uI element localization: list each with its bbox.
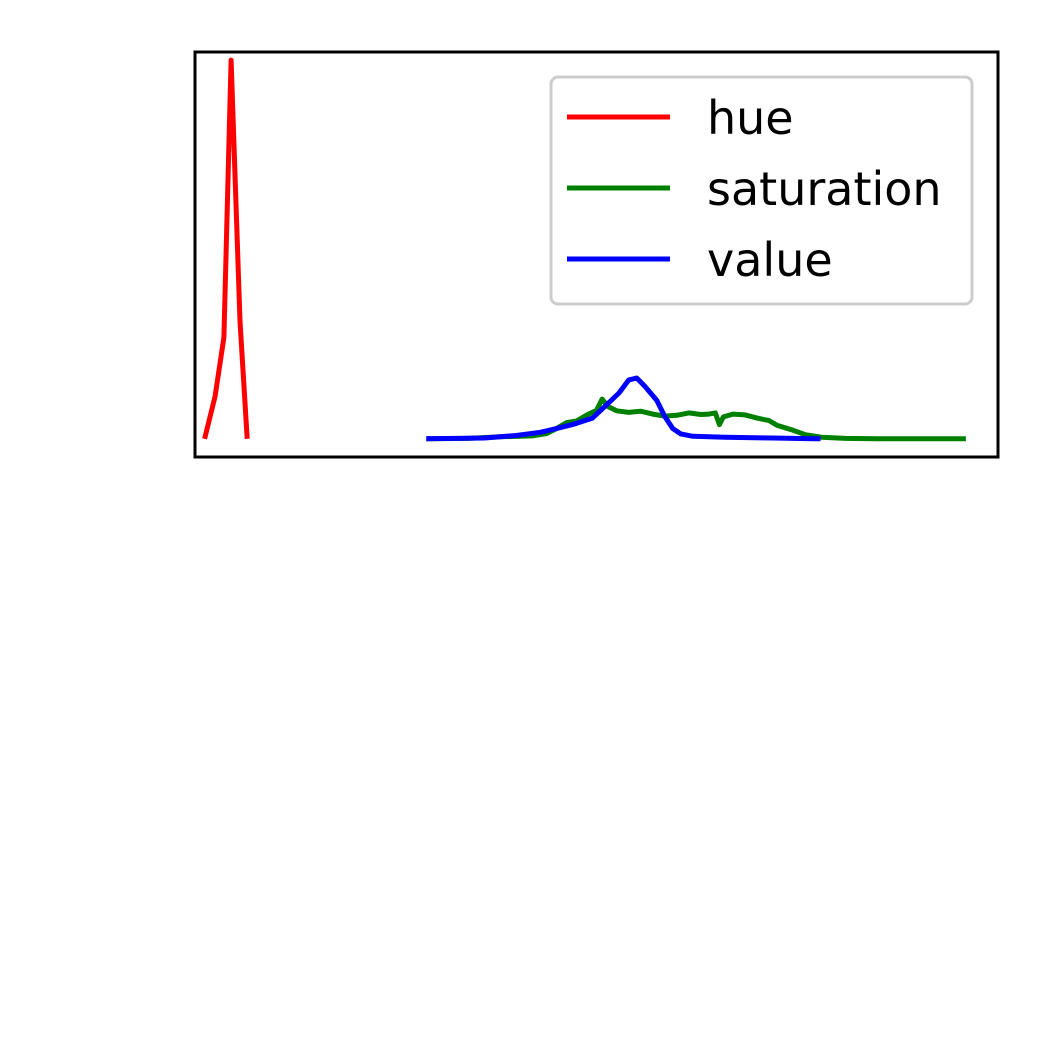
- axes-frame: [193, 50, 1000, 459]
- legend-label-hue: hue: [707, 91, 794, 145]
- legend: hue saturation value: [549, 75, 974, 306]
- series-line-hue: [202, 57, 250, 440]
- series-line-saturation: [426, 396, 966, 442]
- legend-label-value: value: [707, 233, 833, 287]
- series-lines: [202, 57, 966, 442]
- series-line-value: [426, 375, 821, 442]
- legend-box: [549, 75, 974, 306]
- legend-label-saturation: saturation: [707, 162, 942, 216]
